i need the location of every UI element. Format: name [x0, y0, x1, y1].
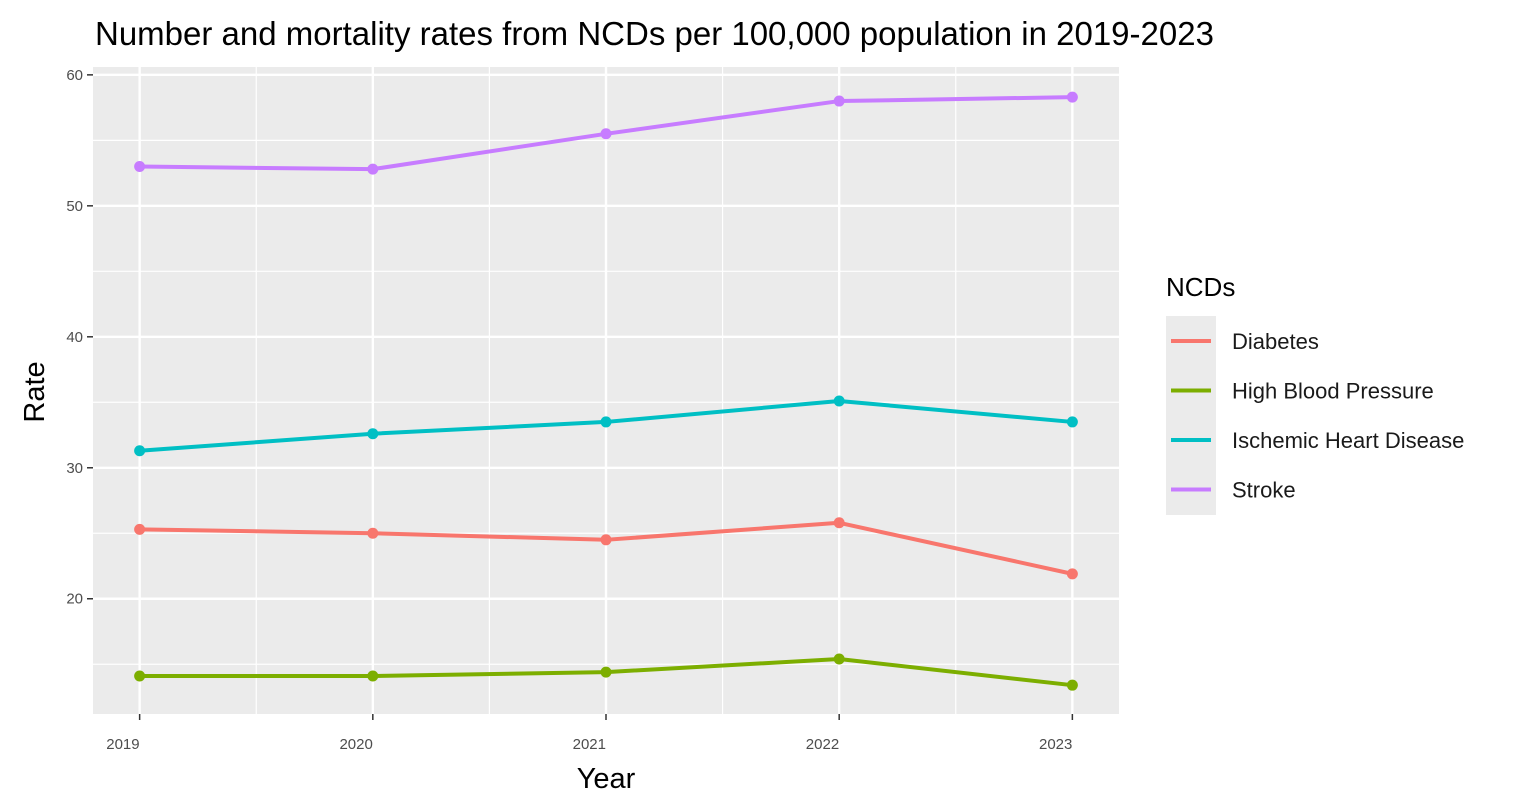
data-point-diabetes: [600, 534, 612, 546]
data-point-diabetes: [367, 527, 379, 539]
y-tick-label: 50: [66, 198, 83, 215]
legend-label-ischemic-heart-disease: Ischemic Heart Disease: [1232, 428, 1464, 453]
y-tick-label: 60: [66, 67, 83, 84]
data-point-ischemic-heart-disease: [1066, 416, 1078, 428]
x-tick-label: 2021: [573, 736, 606, 753]
x-axis: 2019 2020 2021 2022 2023: [106, 714, 1074, 753]
series-stroke: [134, 91, 1078, 175]
x-tick-label: 2023: [1039, 736, 1072, 753]
data-point-diabetes: [1066, 568, 1078, 580]
major-gridlines: [93, 67, 1119, 714]
data-point-ischemic-heart-disease: [833, 395, 845, 407]
x-tick-label: 2022: [806, 736, 839, 753]
series-high-blood-pressure: [134, 653, 1078, 691]
x-tick-label: 2020: [339, 736, 372, 753]
data-point-diabetes: [833, 517, 845, 529]
x-tick-label: 2019: [106, 736, 139, 753]
y-tick-label: 20: [66, 591, 83, 608]
data-point-stroke: [367, 163, 379, 175]
series-lines: [134, 91, 1078, 691]
data-point-stroke: [1066, 91, 1078, 103]
data-point-high-blood-pressure: [833, 653, 845, 665]
legend-key-background: [1166, 316, 1216, 515]
series-ischemic-heart-disease: [134, 395, 1078, 457]
chart-title: Number and mortality rates from NCDs per…: [95, 15, 1214, 52]
legend-label-diabetes: Diabetes: [1232, 329, 1319, 354]
y-tick-label: 40: [66, 329, 83, 346]
data-point-high-blood-pressure: [367, 670, 379, 682]
data-point-ischemic-heart-disease: [134, 445, 146, 457]
legend-title: NCDs: [1166, 272, 1235, 302]
data-point-stroke: [833, 95, 845, 107]
y-axis: 20 30 40 50 60: [66, 67, 93, 608]
data-point-stroke: [600, 128, 612, 140]
series-diabetes: [134, 517, 1078, 580]
data-point-ischemic-heart-disease: [600, 416, 612, 428]
data-point-high-blood-pressure: [134, 670, 146, 682]
legend-label-stroke: Stroke: [1232, 478, 1296, 503]
data-point-stroke: [134, 161, 146, 173]
legend-label-high-blood-pressure: High Blood Pressure: [1232, 379, 1434, 404]
legend: NCDs Diabetes High Blood Pressure Ischemic…: [1166, 272, 1464, 515]
data-point-diabetes: [134, 523, 146, 535]
x-axis-title: Year: [577, 763, 636, 795]
data-point-high-blood-pressure: [600, 666, 612, 678]
y-tick-label: 30: [66, 460, 83, 477]
data-point-high-blood-pressure: [1066, 679, 1078, 691]
data-point-ischemic-heart-disease: [367, 428, 379, 440]
y-axis-title: Rate: [19, 361, 51, 422]
